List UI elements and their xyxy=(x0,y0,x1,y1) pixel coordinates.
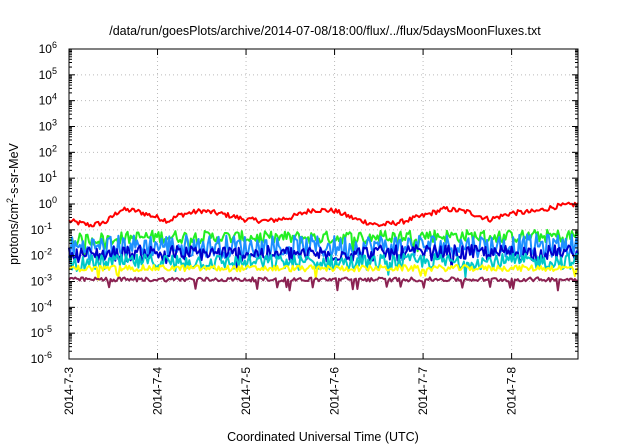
series-line xyxy=(68,228,579,256)
x-axis-label: Coordinated Universal Time (UTC) xyxy=(227,430,419,444)
y-axis-label: protons/cm2-s-sr-MeV xyxy=(5,142,21,264)
x-tick-label: 2014-7-4 xyxy=(151,367,165,415)
y-tick-label: 10-1 xyxy=(31,221,52,237)
series-line xyxy=(68,264,579,281)
x-axis-ticks: 2014-7-3 2014-7-4 2014-7-5 2014-7-6 2014-7-7… xyxy=(62,49,519,415)
x-tick-label: 2014-7-3 xyxy=(62,367,76,415)
x-tick-label: 2014-7-8 xyxy=(505,367,519,415)
y-axis-label-a: protons/cm xyxy=(7,203,21,265)
y-axis-ticks: 106 105 104 103 102 101 100 10-1 10-2 10-3 10-4 10-… xyxy=(31,40,578,366)
x-tick-label: 2014-7-7 xyxy=(416,367,430,415)
y-tick-label: 10-6 xyxy=(31,350,52,366)
x-tick-label: 2014-7-5 xyxy=(239,367,253,415)
y-tick-label: 10-4 xyxy=(31,298,52,314)
series-line xyxy=(68,233,579,262)
y-tick-label: 104 xyxy=(39,92,57,108)
series-group xyxy=(68,201,579,292)
y-axis-label-sup: 2 xyxy=(5,198,15,203)
y-tick-label: 100 xyxy=(39,195,57,211)
series-line xyxy=(68,244,579,271)
y-tick-label: 106 xyxy=(39,40,57,56)
y-tick-label: 101 xyxy=(39,169,57,185)
y-tick-label: 10-5 xyxy=(31,324,52,340)
y-tick-label: 102 xyxy=(39,143,57,159)
y-axis-label-b: -s-sr-MeV xyxy=(7,142,21,198)
series-line xyxy=(68,276,579,292)
y-tick-label: 10-2 xyxy=(31,247,52,263)
grid xyxy=(69,49,578,359)
y-tick-label: 103 xyxy=(39,118,57,134)
x-tick-label: 2014-7-6 xyxy=(328,367,342,415)
chart-title: /data/run/goesPlots/archive/2014-07-08/1… xyxy=(109,24,541,38)
y-tick-label: 10-3 xyxy=(31,273,52,289)
y-tick-label: 105 xyxy=(39,66,57,82)
series-line xyxy=(68,252,579,279)
series-line xyxy=(68,201,579,228)
